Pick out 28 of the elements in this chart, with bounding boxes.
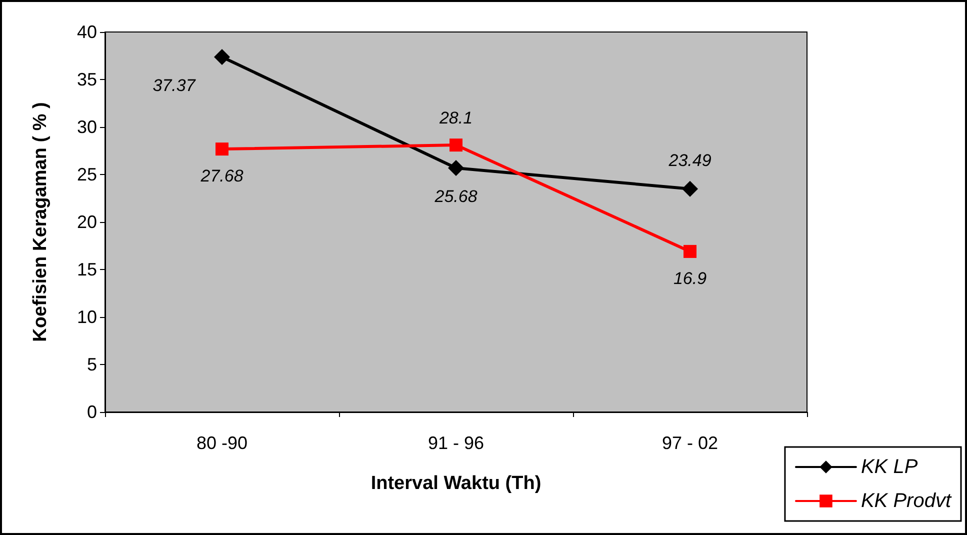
data-label: 28.1	[438, 108, 473, 128]
point	[448, 160, 464, 176]
y-tick-label: 40	[76, 22, 97, 42]
y-tick-label: 25	[76, 164, 97, 184]
y-tick-label: 0	[86, 402, 97, 422]
x-tick-label: 80 -90	[196, 433, 248, 453]
x-tick-label: 97 - 02	[662, 433, 718, 453]
data-label: 37.37	[152, 76, 196, 95]
point	[684, 244, 696, 258]
legend-label: KK LP	[860, 456, 918, 478]
legend-label: KK Prodvt	[860, 490, 952, 512]
data-label: 25.68	[434, 187, 478, 206]
data-label: 27.68	[200, 166, 244, 186]
y-tick-label: 20	[76, 212, 97, 232]
y-tick-label: 30	[76, 117, 97, 137]
x-tick-label: 91 - 96	[428, 433, 484, 453]
y-tick-label: 15	[76, 260, 97, 280]
point	[682, 180, 698, 197]
y-axis-title: Koefisien Keragaman ( % )	[30, 102, 51, 342]
point	[216, 142, 228, 156]
point	[214, 48, 230, 65]
data-label: 23.49	[668, 150, 712, 170]
y-tick-label: 5	[86, 354, 97, 374]
y-tick-label: 35	[76, 70, 97, 90]
data-label: 16.9	[673, 268, 708, 288]
x-axis-title: Interval Waktu (Th)	[370, 473, 542, 494]
point	[450, 138, 462, 152]
y-tick-label: 10	[76, 307, 97, 327]
